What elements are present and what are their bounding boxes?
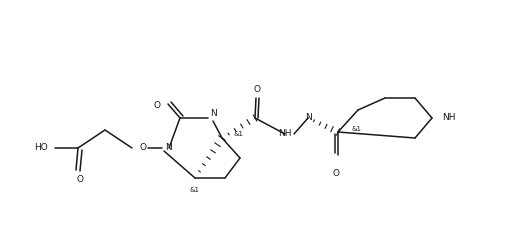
Text: N: N [210, 110, 217, 119]
Text: &1: &1 [190, 187, 200, 193]
Text: O: O [76, 176, 84, 184]
Text: N: N [165, 144, 172, 153]
Text: NH: NH [278, 130, 292, 139]
Text: O: O [332, 169, 340, 178]
Text: O: O [140, 144, 147, 153]
Text: O: O [253, 85, 261, 94]
Text: &1: &1 [352, 126, 362, 132]
Text: N: N [305, 113, 312, 122]
Text: NH: NH [442, 113, 455, 122]
Text: O: O [154, 101, 161, 110]
Text: HO: HO [34, 144, 48, 153]
Text: &1: &1 [234, 131, 244, 137]
